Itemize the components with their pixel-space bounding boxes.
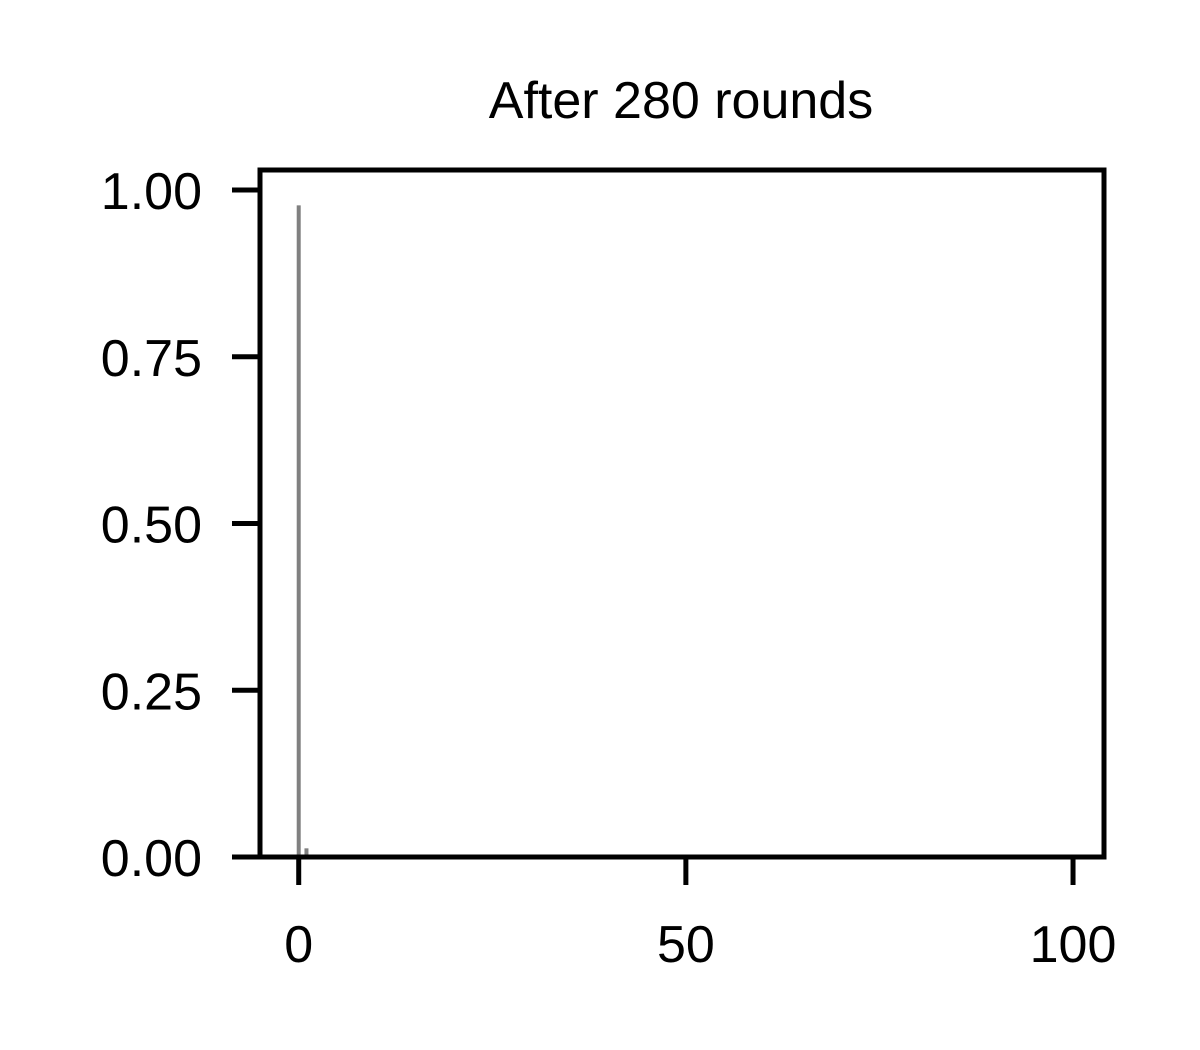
bar-0 (296, 205, 301, 858)
y-tick-label-0: 0.00 (101, 830, 202, 888)
y-axis: 0.00 0.25 0.50 0.75 1.00 (101, 163, 260, 888)
y-tick-label-1: 0.25 (101, 663, 202, 721)
bar-1 (304, 848, 309, 857)
x-tick-label-0: 0 (284, 916, 313, 974)
x-tick-label-1: 50 (657, 916, 715, 974)
chart-title: After 280 rounds (489, 72, 873, 130)
x-axis: 0 50 100 (284, 857, 1116, 974)
bars (296, 205, 309, 858)
y-tick-label-4: 1.00 (101, 163, 202, 221)
y-tick-label-2: 0.50 (101, 497, 202, 555)
y-tick-label-3: 0.75 (101, 330, 202, 388)
x-tick-label-2: 100 (1030, 916, 1117, 974)
plot-area-frame (257, 167, 1107, 860)
